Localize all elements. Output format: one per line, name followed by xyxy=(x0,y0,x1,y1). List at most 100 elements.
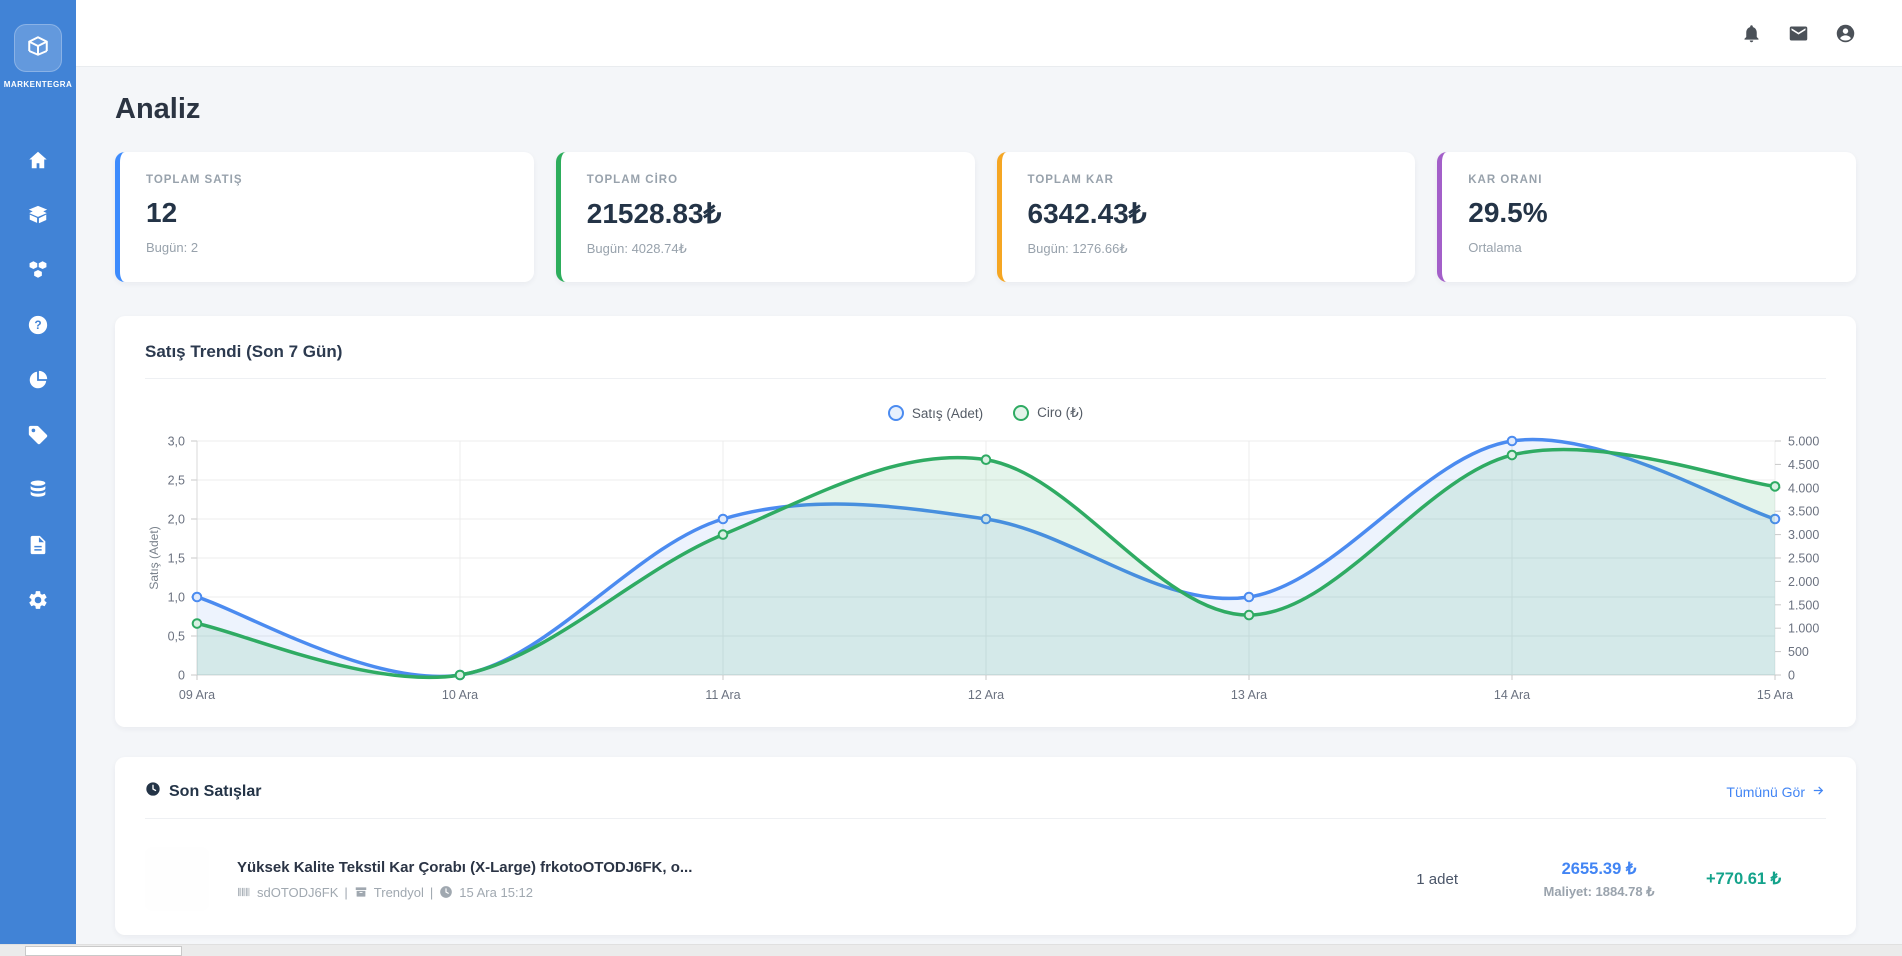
recent-sales-header: Son Satışlar Tümünü Gör xyxy=(145,781,1826,802)
sales-trend-card: Satış Trendi (Son 7 Gün) Satış (Adet) Cir… xyxy=(115,316,1856,727)
brand-logo[interactable] xyxy=(14,24,62,72)
package-icon xyxy=(27,204,49,231)
svg-text:12 Ara: 12 Ara xyxy=(968,688,1004,702)
page-title: Analiz xyxy=(115,93,201,125)
sale-datetime: 15 Ara 15:12 xyxy=(459,884,534,900)
user-circle-icon[interactable] xyxy=(1835,23,1856,44)
recent-sales-title-text: Son Satışlar xyxy=(169,782,262,800)
help-icon: ? xyxy=(27,314,49,341)
svg-text:2.500: 2.500 xyxy=(1788,552,1819,566)
sale-row[interactable]: Yüksek Kalite Tekstil Kar Çorabı (X-Larg… xyxy=(145,847,1826,911)
divider xyxy=(145,378,1826,379)
sale-cost: Maliyet: 1884.78 ₺ xyxy=(1543,883,1655,899)
sales-list: Yüksek Kalite Tekstil Kar Çorabı (X-Larg… xyxy=(145,847,1826,911)
view-all-label: Tümünü Gör xyxy=(1726,783,1805,800)
svg-text:Satış (Adet): Satış (Adet) xyxy=(147,526,161,589)
product-name: Yüksek Kalite Tekstil Kar Çorabı (X-Larg… xyxy=(237,858,693,876)
sidebar-item-help[interactable]: ? xyxy=(0,300,76,355)
sale-price: 2655.39 ₺ xyxy=(1561,859,1637,878)
svg-text:15 Ara: 15 Ara xyxy=(1757,688,1793,702)
legend-label: Ciro (₺) xyxy=(1037,405,1084,420)
sale-meta: sdOTODJ6FK | Trendyol | 15 Ara 15:12 xyxy=(237,885,1416,900)
chart-area: 0 0,5 1,0 1,5 2,0 2,5 3,0 09 Ara 10 Ara 11 Ara 12 … xyxy=(145,425,1826,717)
svg-text:1.500: 1.500 xyxy=(1788,598,1819,612)
cube-logo-icon xyxy=(23,31,53,66)
brand-name: MARKENTEGRA xyxy=(3,80,73,89)
stat-card-0: TOPLAM SATIŞ 12 Bugün: 2 xyxy=(115,152,534,282)
stat-sub: Bugün: 2 xyxy=(146,240,199,255)
svg-text:10 Ara: 10 Ara xyxy=(442,688,478,702)
sidebar-item-database[interactable] xyxy=(0,465,76,520)
arrow-right-icon xyxy=(1811,783,1826,801)
database-icon xyxy=(27,479,49,506)
svg-text:?: ? xyxy=(34,318,41,332)
stat-value: 21528.83₺ xyxy=(586,198,722,229)
trend-chart-svg: 0 0,5 1,0 1,5 2,0 2,5 3,0 09 Ara 10 Ara 11 Ara 12 … xyxy=(147,435,1819,703)
cubes-icon xyxy=(27,259,49,286)
recent-sales-card: Son Satışlar Tümünü Gör Yüksek Kalite Te… xyxy=(115,757,1856,935)
stat-sub: Bugün: 1276.66₺ xyxy=(1027,241,1128,256)
sidebar-item-cubes[interactable] xyxy=(0,245,76,300)
sidebar-item-settings[interactable] xyxy=(0,575,76,630)
svg-text:2,0: 2,0 xyxy=(168,513,185,527)
product-image-placeholder xyxy=(145,847,209,911)
stat-card-3: KAR ORANI 29.5% Ortalama xyxy=(1437,152,1856,282)
svg-text:500: 500 xyxy=(1788,645,1809,659)
pie-chart-icon xyxy=(27,369,49,396)
stat-value: 29.5% xyxy=(1468,197,1548,228)
bell-icon[interactable] xyxy=(1741,23,1762,44)
meta-separator: | xyxy=(344,884,348,900)
document-icon xyxy=(27,534,49,561)
meta-separator: | xyxy=(429,884,434,900)
tag-icon xyxy=(27,424,49,451)
svg-text:5.000: 5.000 xyxy=(1788,435,1819,449)
sale-marketplace: Trendyol xyxy=(373,884,424,900)
sale-profit: +770.61 ₺ xyxy=(1706,870,1782,888)
horizontal-scrollbar-thumb[interactable] xyxy=(25,946,182,956)
svg-text:11 Ara: 11 Ara xyxy=(705,688,740,702)
sidebar-item-tag[interactable] xyxy=(0,410,76,465)
svg-text:2,5: 2,5 xyxy=(168,474,185,488)
settings-icon xyxy=(27,589,49,616)
stat-value: 6342.43₺ xyxy=(1027,198,1147,229)
main-content: Analiz TOPLAM SATIŞ 12 Bugün: 2 TOPLAM CİRO… xyxy=(76,67,1902,956)
svg-text:1.000: 1.000 xyxy=(1788,622,1819,636)
view-all-link[interactable]: Tümünü Gör xyxy=(1726,783,1826,801)
stat-label: KAR ORANI xyxy=(1468,174,1543,186)
stat-label: TOPLAM CİRO xyxy=(586,174,679,186)
barcode-icon xyxy=(237,885,251,899)
envelope-icon[interactable] xyxy=(1788,23,1809,44)
svg-text:3.500: 3.500 xyxy=(1788,505,1819,519)
svg-text:13 Ara: 13 Ara xyxy=(1231,688,1267,702)
recent-sales-title: Son Satışlar xyxy=(145,781,261,802)
stat-label: TOPLAM SATIŞ xyxy=(146,174,243,186)
stat-sub: Bugün: 4028.74₺ xyxy=(586,241,687,256)
svg-text:0,5: 0,5 xyxy=(168,630,185,644)
legend-label: Satış (Adet) xyxy=(911,405,984,421)
horizontal-scrollbar xyxy=(0,944,1902,956)
divider xyxy=(145,818,1826,819)
svg-text:3,0: 3,0 xyxy=(168,435,185,449)
legend-item[interactable]: Satış (Adet) xyxy=(887,405,984,421)
sidebar: MARKENTEGRA ? xyxy=(0,0,76,956)
clock-icon xyxy=(145,781,161,802)
store-icon xyxy=(354,885,368,899)
svg-text:14 Ara: 14 Ara xyxy=(1494,688,1530,702)
sidebar-item-package[interactable] xyxy=(0,190,76,245)
svg-text:1,5: 1,5 xyxy=(168,552,185,566)
chart-legend: Satış (Adet) Ciro (₺) xyxy=(145,405,1826,421)
svg-text:2.000: 2.000 xyxy=(1788,575,1819,589)
legend-item[interactable]: Ciro (₺) xyxy=(1013,405,1083,421)
topbar-icons xyxy=(1741,23,1856,44)
sidebar-item-document[interactable] xyxy=(0,520,76,575)
svg-text:4.500: 4.500 xyxy=(1788,458,1819,472)
sale-sku: sdOTODJ6FK xyxy=(257,884,339,900)
home-icon xyxy=(27,149,49,176)
stat-value: 12 xyxy=(146,197,178,228)
svg-text:09 Ara: 09 Ara xyxy=(179,688,215,702)
stats-row: TOPLAM SATIŞ 12 Bugün: 2 TOPLAM CİRO 21528.8… xyxy=(115,152,1856,282)
sidebar-item-pie-chart[interactable] xyxy=(0,355,76,410)
svg-text:1,0: 1,0 xyxy=(168,591,185,605)
legend-marker-icon xyxy=(887,405,904,421)
sidebar-item-home[interactable] xyxy=(0,135,76,190)
